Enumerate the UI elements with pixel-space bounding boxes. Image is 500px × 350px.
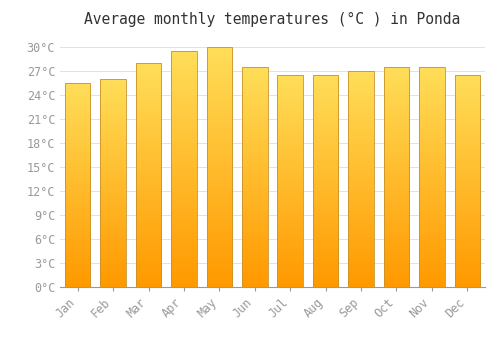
Bar (348, 71, 374, 287)
Bar (171, 51, 196, 287)
Bar (65, 83, 90, 287)
Bar (242, 67, 268, 287)
Bar (384, 67, 409, 287)
Bar (278, 75, 303, 287)
Bar (419, 67, 444, 287)
Bar (100, 79, 126, 287)
Bar (454, 75, 480, 287)
Title: Average monthly temperatures (°C ) in Ponda: Average monthly temperatures (°C ) in Po… (84, 12, 460, 27)
Bar (136, 63, 162, 287)
Bar (206, 47, 232, 287)
Bar (313, 75, 338, 287)
